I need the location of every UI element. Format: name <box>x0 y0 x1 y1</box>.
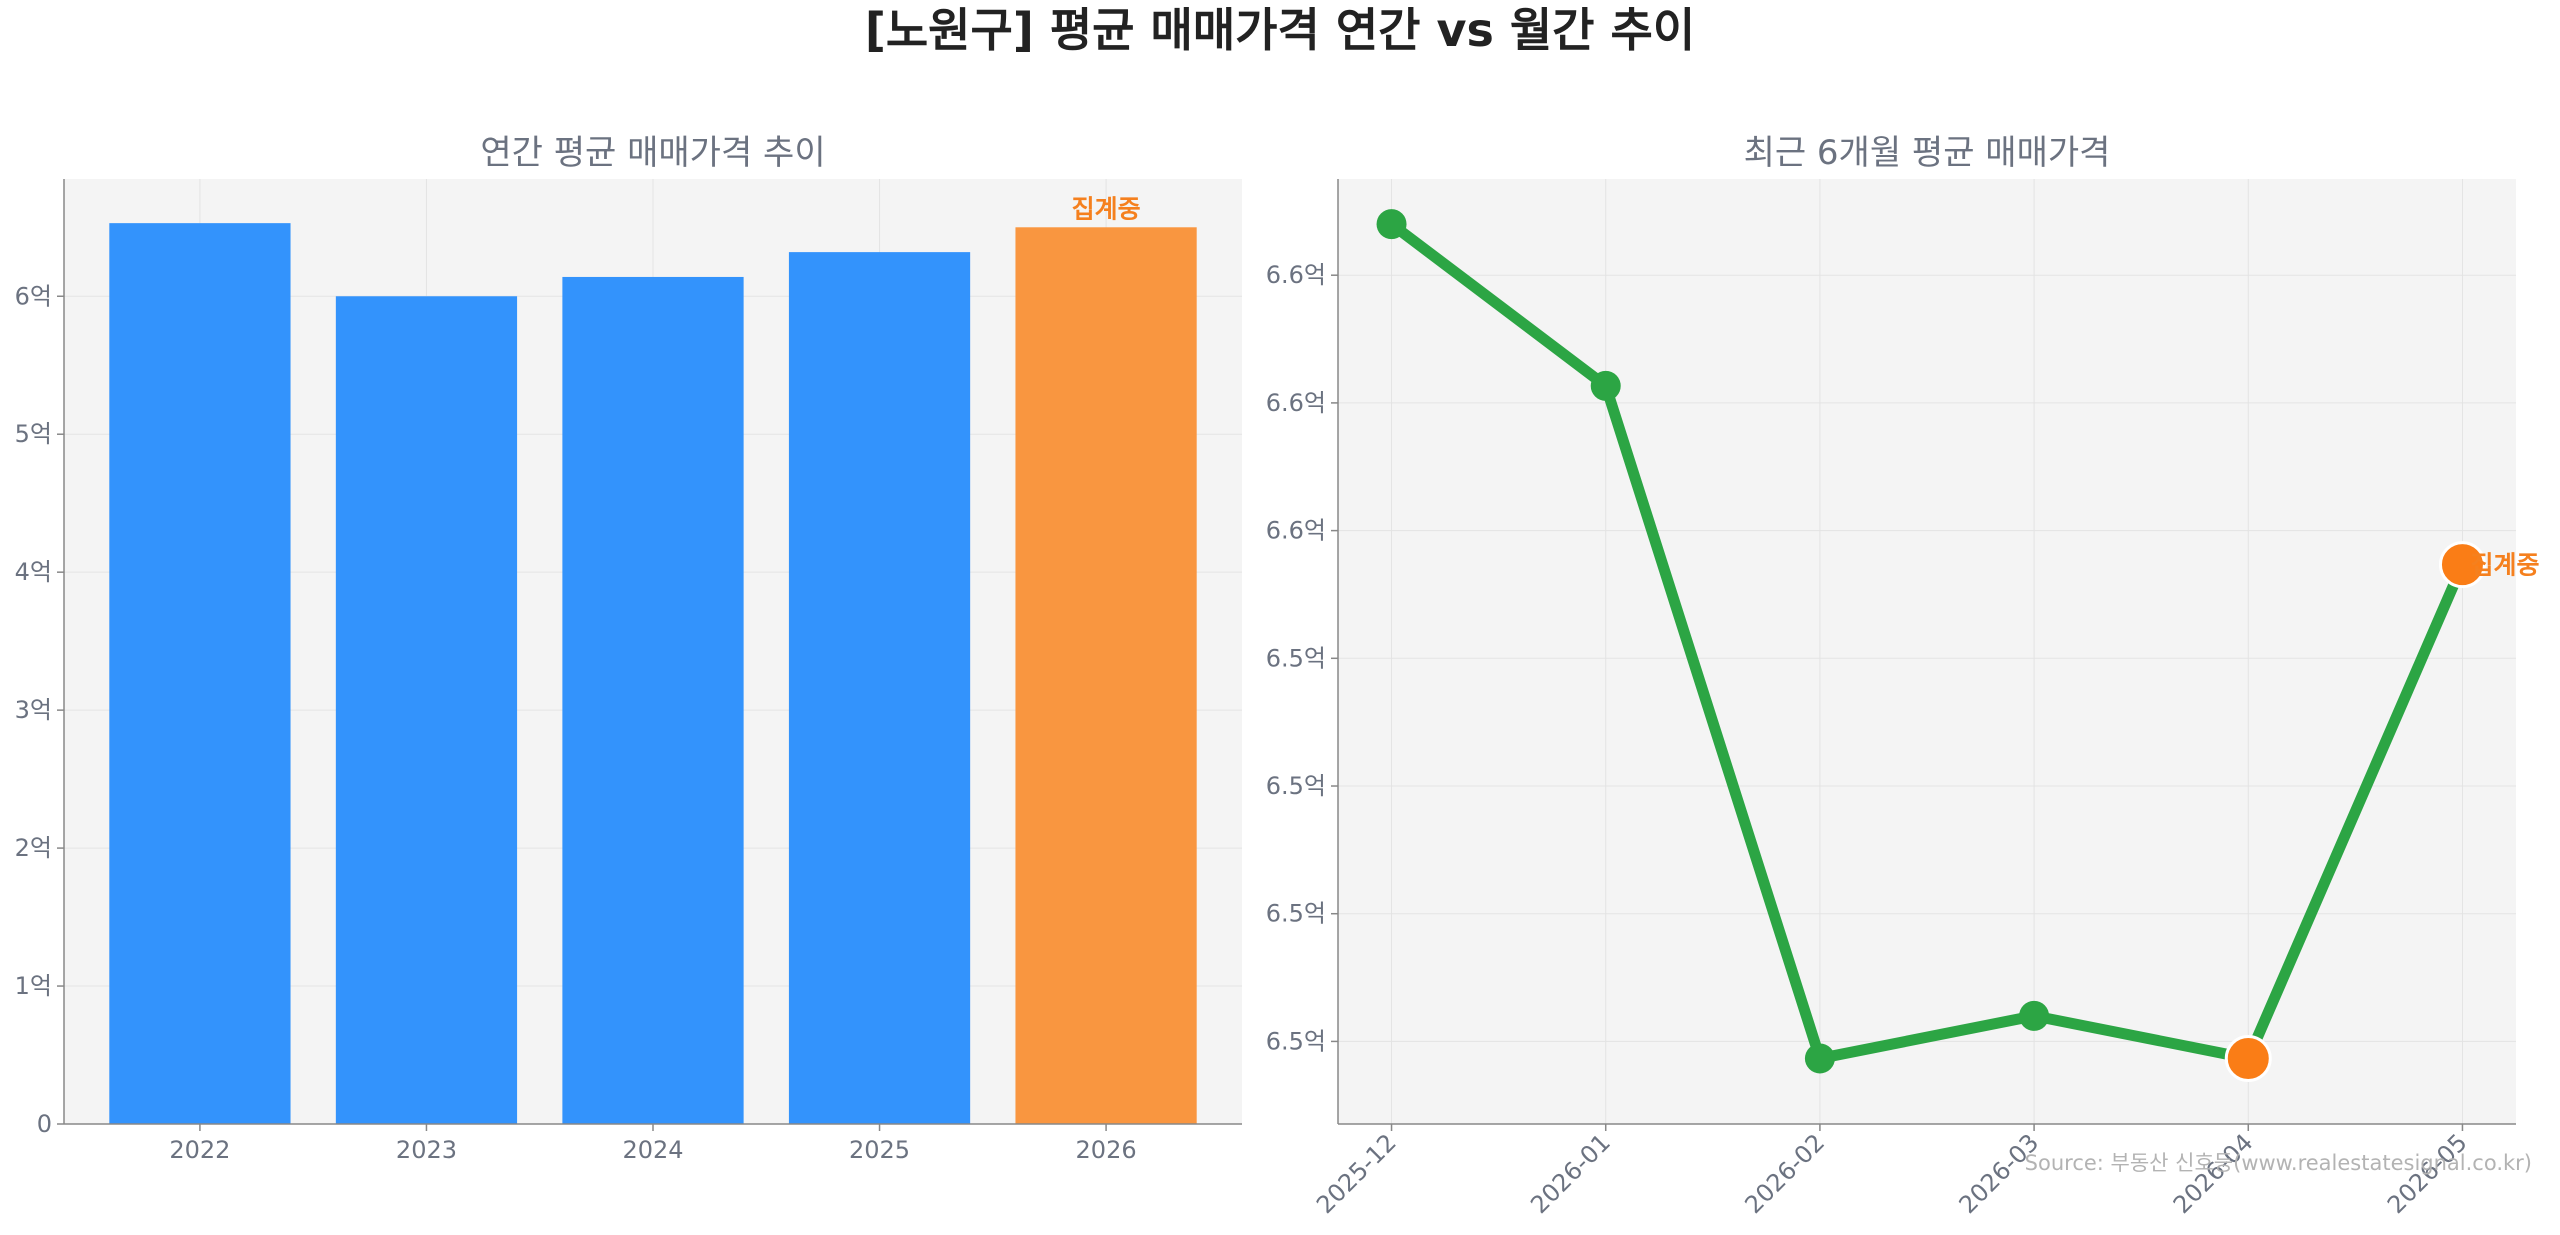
source-note: Source: 부동산 신호등(www.realestatesignal.co.… <box>2024 1151 2532 1175</box>
line-point-2026-05 <box>2438 541 2486 589</box>
line-y-tick-label: 6.6억 <box>1266 261 1326 289</box>
bar-x-tick-label: 2023 <box>396 1136 457 1164</box>
line-y-tick-label: 6.5억 <box>1266 772 1326 800</box>
line-y-tick-label: 6.6억 <box>1266 389 1326 417</box>
bar-chart-title: 연간 평균 매매가격 추이 <box>480 133 826 173</box>
bar-y-tick-label: 2억 <box>15 834 52 862</box>
line-x-tick-label: 2026-02 <box>1739 1128 1830 1219</box>
bar-annotation-label: 집계중 <box>1072 194 1141 223</box>
line-y-tick-label: 6.6억 <box>1266 517 1326 545</box>
line-point-2025-12 <box>1376 209 1407 240</box>
line-point-2026-01 <box>1590 370 1621 401</box>
line-series <box>1386 218 2468 1064</box>
line-point-2026-02 <box>1804 1043 1835 1074</box>
bar-x-tick-label: 2024 <box>622 1136 683 1164</box>
bar-y-tick-label: 5억 <box>15 420 52 448</box>
line-y-tick-label: 6.5억 <box>1266 900 1326 928</box>
bar-2024 <box>562 276 744 1124</box>
bar-y-tick-label: 1억 <box>15 972 52 1000</box>
bar-2025 <box>788 252 971 1124</box>
line-point-2026-04 <box>2224 1034 2272 1082</box>
bar-x-tick-label: 2025 <box>849 1136 910 1164</box>
line-annotation-label: 집계중 <box>2470 551 2539 580</box>
bar-y-tick-label: 6억 <box>15 282 52 310</box>
line-y-tick-label: 6.5억 <box>1266 1027 1326 1055</box>
bar-x-tick-label: 2022 <box>169 1136 230 1164</box>
bar-y-tick-label: 0 <box>37 1110 52 1138</box>
bar-2022 <box>109 223 291 1124</box>
line-point-2026-03 <box>2019 1000 2050 1031</box>
bar-2023 <box>335 296 518 1124</box>
line-x-tick-label: 2026-01 <box>1525 1128 1616 1219</box>
line-chart-title: 최근 6개월 평균 매매가격 <box>1743 133 2111 173</box>
line-x-tick-label: 2025-12 <box>1311 1128 1402 1219</box>
bar-y-tick-label: 4억 <box>15 558 52 586</box>
line-y-tick-label: 6.5억 <box>1266 644 1326 672</box>
bar-2026 <box>1015 227 1197 1124</box>
bar-x-tick-label: 2026 <box>1076 1136 1137 1164</box>
bar-y-tick-label: 3억 <box>15 696 52 724</box>
main-title: [노원구] 평균 매매가격 연간 vs 월간 추이 <box>864 3 1696 57</box>
